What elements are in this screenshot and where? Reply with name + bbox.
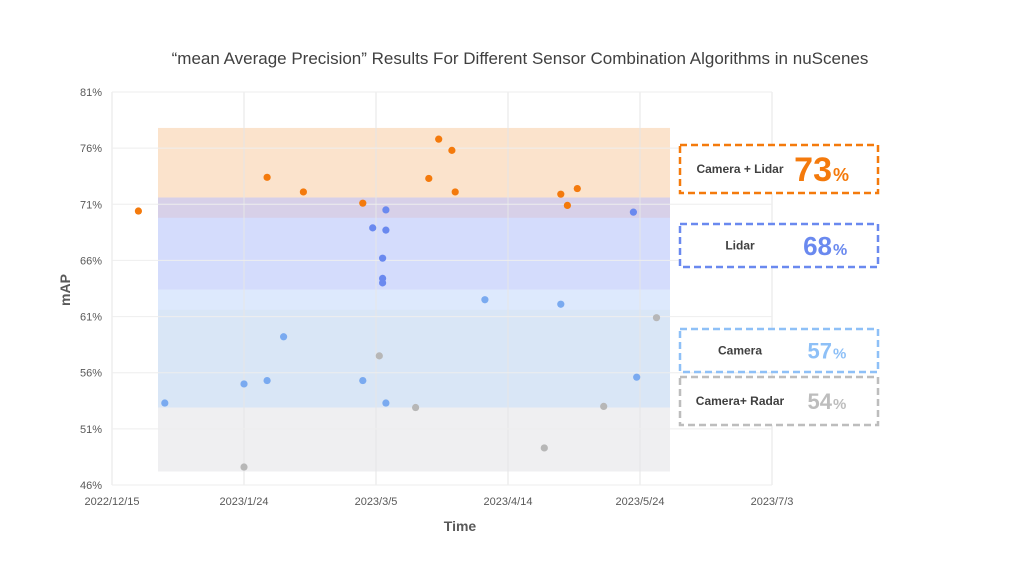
legend-box (678, 375, 880, 427)
legend-item-camera-lidar: Camera + Lidar 73% (678, 143, 880, 195)
point-camera (280, 333, 288, 341)
point-camera (263, 376, 271, 385)
point-camera-radar (412, 403, 420, 412)
point-camera-lidar (359, 199, 367, 207)
legend: Camera + Lidar 73 %Lidar 68 %Camera 57 %Camera… (678, 143, 880, 427)
legend-box (678, 327, 880, 374)
point-camera-lidar (435, 135, 443, 143)
legend-value: 54 (808, 389, 833, 414)
y-tick-label: 61% (80, 312, 102, 324)
legend-label: Camera+ Radar (696, 394, 785, 408)
point-camera-radar (240, 463, 248, 471)
point-camera (161, 399, 169, 407)
x-axis-ticks: 2022/12/15 2023/1/24 2023/3/5 2023/4/14 2023… (84, 496, 793, 508)
point-camera (240, 380, 248, 388)
point-lidar (379, 254, 387, 262)
point-camera-lidar (451, 188, 459, 196)
point-camera-lidar (263, 173, 271, 181)
legend-value: 68 (803, 231, 832, 261)
legend-item-lidar: Lidar 68% (678, 222, 880, 269)
legend-unit: % (833, 345, 846, 362)
point-camera (382, 399, 390, 407)
legend-label: Camera + Lidar (696, 162, 783, 176)
point-lidar (379, 279, 387, 287)
point-camera-radar (375, 352, 383, 360)
band-overlap-lower (158, 289, 670, 310)
legend-value: 73 (794, 151, 832, 189)
y-tick-label: 56% (80, 368, 102, 380)
x-tick-label: 2023/4/14 (484, 496, 533, 508)
legend-label: Camera (718, 344, 762, 358)
legend-box (678, 143, 880, 195)
band-camera-lidar (158, 127, 670, 198)
point-camera-lidar (557, 190, 565, 198)
y-tick-label: 51% (80, 424, 102, 436)
band-camera-radar (158, 407, 670, 472)
point-camera (359, 376, 367, 385)
y-axis-title: mAP (57, 274, 73, 306)
point-camera-radar (540, 444, 548, 452)
x-axis-title: Time (444, 518, 477, 534)
x-tick-label: 2023/1/24 (220, 496, 269, 508)
point-camera (557, 300, 565, 308)
x-tick-label: 2023/5/24 (616, 496, 665, 508)
legend-value: 57 (808, 338, 832, 363)
point-camera-lidar (425, 174, 433, 183)
point-camera-lidar (134, 207, 142, 215)
point-camera-radar (600, 402, 608, 410)
y-tick-label: 66% (80, 255, 102, 267)
point-lidar (382, 206, 390, 214)
x-tick-label: 2022/12/15 (84, 496, 139, 508)
legend-item-camera-radar: Camera+ Radar 54% (678, 375, 880, 427)
y-tick-label: 46% (80, 480, 102, 492)
point-lidar (382, 226, 390, 234)
point-lidar (369, 224, 377, 232)
point-lidar (629, 208, 638, 216)
x-tick-label: 2023/3/5 (355, 496, 398, 508)
legend-unit: % (833, 242, 847, 259)
legend-unit: % (833, 165, 849, 185)
point-camera (481, 296, 489, 304)
point-camera-lidar (448, 146, 456, 154)
bands-layer (158, 127, 670, 472)
band-overlap-upper (158, 197, 670, 218)
legend-item-camera: Camera 57% (678, 327, 880, 374)
point-camera-lidar (563, 201, 572, 210)
x-tick-label: 2023/7/3 (751, 496, 794, 508)
y-axis-ticks: 46% 51% 56% 61% 66% 71% 76% 81% (80, 87, 102, 492)
y-tick-label: 81% (80, 87, 102, 99)
legend-unit: % (833, 396, 846, 413)
point-camera (633, 373, 641, 381)
point-camera-lidar (299, 188, 307, 196)
y-tick-label: 76% (80, 143, 102, 155)
points-layer (134, 135, 661, 471)
legend-box (678, 222, 880, 269)
chart-title: “mean Average Precision” Results For Dif… (172, 49, 869, 68)
y-tick-label: 71% (80, 199, 102, 211)
point-camera-radar (652, 314, 661, 322)
point-camera-lidar (573, 184, 581, 193)
legend-label: Lidar (725, 239, 755, 253)
